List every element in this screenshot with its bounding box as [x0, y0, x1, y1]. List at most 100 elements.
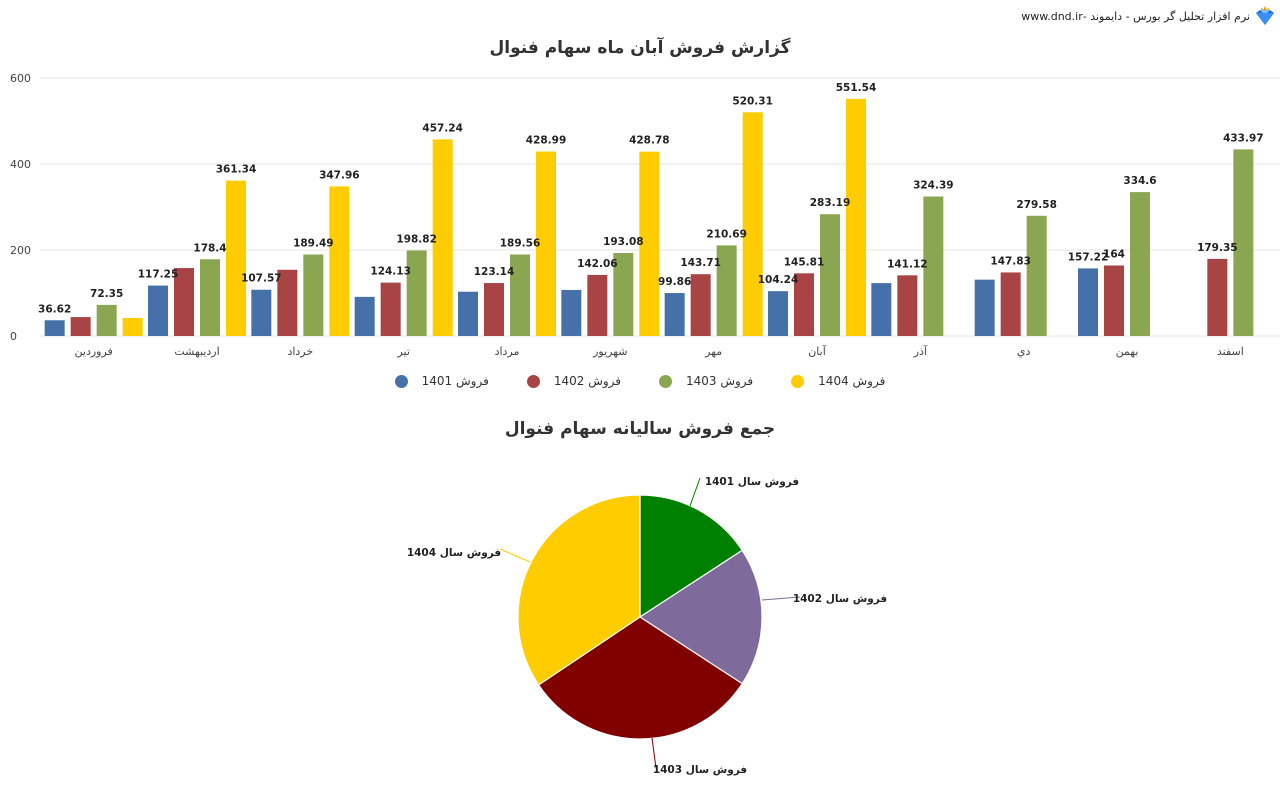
bar[interactable]	[820, 214, 840, 336]
leader-line	[499, 548, 531, 563]
bar[interactable]	[1000, 272, 1021, 336]
data-label: 141.12	[887, 258, 928, 270]
bar[interactable]	[277, 269, 298, 336]
legend-item-1401[interactable]: فروش 1401	[394, 374, 489, 388]
y-tick-label: 400	[10, 158, 31, 171]
bar[interactable]	[794, 273, 814, 336]
pie-label: فروش سال 1402	[793, 593, 887, 605]
bar[interactable]	[122, 317, 143, 336]
data-label: 178.4	[193, 242, 226, 254]
leader-line	[689, 477, 701, 507]
x-tick-label: اردیبهشت	[174, 345, 219, 358]
bar-chart-title: گزارش فروش آبان ماه سهام فنوال	[489, 38, 791, 58]
bar[interactable]	[148, 285, 168, 336]
pie-slice[interactable]	[537, 616, 744, 740]
x-tick-label: شهريور	[592, 345, 627, 358]
bar[interactable]	[742, 112, 763, 337]
bar[interactable]	[587, 274, 608, 336]
data-label: 551.54	[836, 82, 877, 94]
bar[interactable]	[846, 98, 866, 336]
data-label: 124.13	[370, 266, 411, 278]
legend-item-1402[interactable]: فروش 1402	[526, 374, 621, 388]
data-label: 145.81	[784, 256, 825, 268]
data-label: 334.6	[1123, 175, 1156, 187]
bar[interactable]	[639, 151, 660, 336]
bar[interactable]	[303, 254, 324, 336]
x-tick-label: فروردين	[75, 345, 113, 358]
data-label: 189.49	[293, 238, 334, 250]
x-tick-label: دي	[1017, 345, 1031, 358]
y-tick-label: 0	[10, 330, 17, 343]
bar[interactable]	[1026, 215, 1047, 336]
data-label: 361.34	[216, 164, 257, 176]
bar[interactable]	[716, 245, 737, 336]
bar[interactable]	[974, 279, 995, 336]
data-label: 279.58	[1016, 199, 1057, 211]
data-label: 520.31	[732, 95, 773, 107]
bar[interactable]	[1104, 265, 1124, 336]
bar[interactable]	[432, 139, 453, 336]
bar-x-axis-labels: فروردين اردیبهشت خرداد تير مرداد شهريور مهر آبا…	[75, 344, 1244, 358]
bar[interactable]	[354, 296, 375, 336]
legend-item-1404[interactable]: فروش 1404	[791, 374, 885, 388]
pie-slice[interactable]	[638, 549, 763, 685]
data-label: 36.62	[38, 303, 71, 315]
bar[interactable]	[561, 289, 582, 336]
x-tick-label: بهمن	[1116, 345, 1139, 358]
data-label: 117.25	[138, 269, 179, 281]
data-label: 324.39	[913, 180, 954, 192]
brand-text: نرم افزار تحلیل گر بورس - دایموند -www.d…	[1021, 9, 1250, 23]
bar[interactable]	[200, 259, 220, 336]
bar[interactable]	[96, 304, 117, 336]
bar[interactable]	[1207, 258, 1228, 336]
bar[interactable]	[44, 320, 65, 336]
bar[interactable]	[380, 282, 401, 336]
bar[interactable]	[510, 254, 530, 336]
pie-label: فروش سال 1404	[407, 547, 501, 559]
legend-dot-1401-icon	[394, 374, 408, 388]
bar[interactable]	[690, 274, 711, 336]
bar[interactable]	[226, 180, 246, 336]
data-label: 198.82	[396, 234, 437, 246]
pie-slice[interactable]	[517, 494, 641, 686]
bar[interactable]	[1130, 192, 1150, 336]
bar[interactable]	[406, 250, 427, 336]
x-tick-label: آذر	[913, 344, 928, 358]
bar[interactable]	[923, 196, 944, 336]
bar[interactable]	[484, 283, 504, 336]
bar[interactable]	[70, 317, 91, 336]
bar[interactable]	[329, 186, 350, 336]
pie-label: فروش سال 1401	[705, 476, 799, 488]
x-tick-label: مرداد	[495, 345, 520, 358]
legend-dot-1404-icon	[791, 374, 805, 388]
legend-label: فروش 1403	[686, 374, 754, 388]
data-label: 189.56	[500, 237, 541, 249]
data-label: 123.14	[474, 266, 515, 278]
legend-label: فروش 1404	[818, 374, 886, 388]
bar[interactable]	[613, 252, 634, 336]
x-tick-label: خرداد	[287, 345, 313, 358]
legend-dot-1402-icon	[526, 374, 540, 388]
data-label: 193.08	[603, 236, 644, 248]
bar[interactable]	[536, 151, 556, 336]
bar-chart: 0 200 400 600 36.62 72.35 117.25 178.4 361.34 10…	[10, 72, 1280, 358]
data-label: 99.86	[658, 276, 691, 288]
bar[interactable]	[458, 291, 478, 336]
bar[interactable]	[1233, 149, 1254, 336]
pie-slice[interactable]	[639, 494, 744, 619]
bar[interactable]	[664, 293, 685, 336]
bar[interactable]	[871, 283, 892, 336]
bar[interactable]	[251, 289, 272, 336]
data-label: 142.06	[577, 258, 618, 270]
bar[interactable]	[768, 291, 788, 336]
data-label: 347.96	[319, 169, 360, 181]
bar[interactable]	[897, 275, 918, 336]
legend-label: فروش 1401	[421, 374, 489, 388]
bar[interactable]	[1078, 268, 1098, 336]
data-label: 107.57	[241, 273, 282, 285]
legend-item-1403[interactable]: فروش 1403	[659, 374, 753, 388]
leader-line	[651, 737, 657, 769]
data-label: 210.69	[706, 228, 747, 240]
bar[interactable]	[174, 268, 194, 336]
x-tick-label: آبان	[808, 344, 826, 358]
